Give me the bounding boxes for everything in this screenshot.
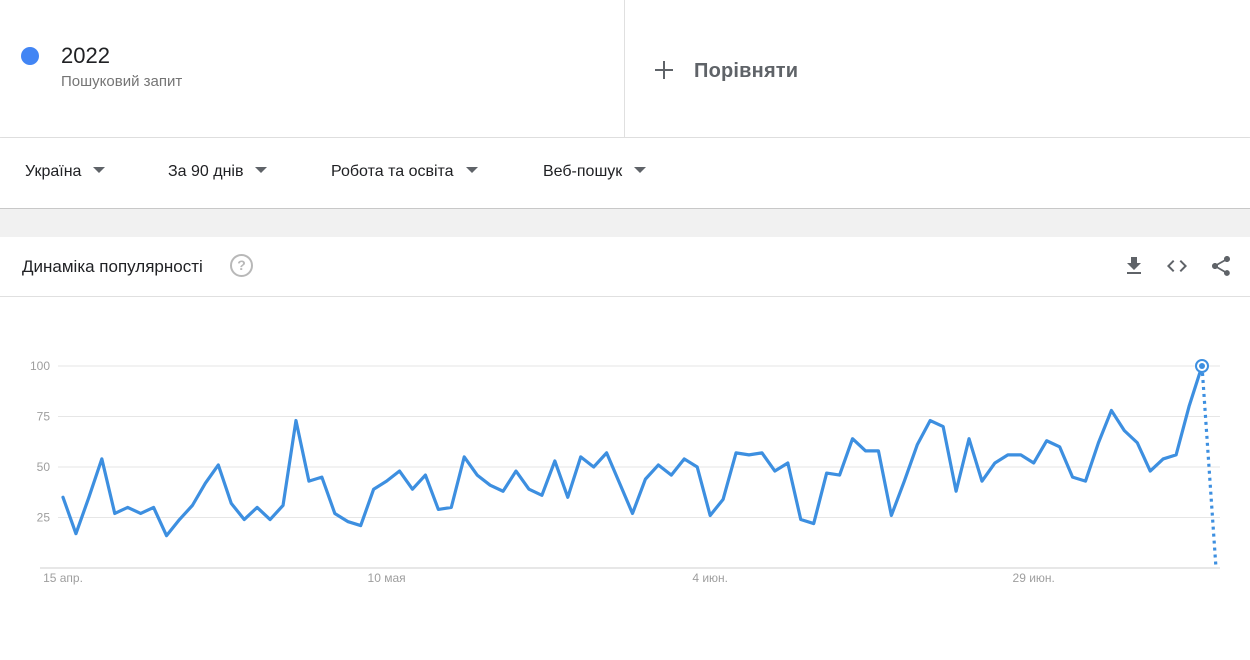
term-color-dot [21,47,39,65]
x-tick-label: 15 апр. [43,571,83,585]
x-tick-label: 29 июн. [1013,571,1055,585]
card-title: Динаміка популярності [22,257,203,276]
category-filter[interactable]: Робота та освіта [331,163,478,181]
x-tick-label: 10 мая [368,571,406,585]
chevron-down-icon [465,166,478,173]
search-type-filter-label: Веб-пошук [543,163,623,180]
search-type-filter[interactable]: Веб-пошук [543,163,647,181]
chevron-down-icon [634,166,647,173]
plus-icon [654,53,674,89]
chevron-down-icon [93,166,106,173]
y-tick-label: 75 [37,410,51,424]
series-line [61,364,1204,538]
embed-code-icon[interactable] [1165,254,1189,278]
term-subtitle: Пошуковий запит [61,73,183,90]
chevron-down-icon [255,166,268,173]
partial-data-line [1200,365,1218,569]
filters-bar: Україна За 90 днів Робота та освіта Веб-… [0,138,1250,209]
search-terms-bar: 2022 Пошуковий запит Порівняти [0,0,1250,138]
card-header: Динаміка популярності ? [0,237,1250,297]
question-circle-icon[interactable]: ? [230,254,253,277]
x-tick-label: 4 июн. [692,571,728,585]
category-filter-label: Робота та освіта [331,163,454,180]
download-icon[interactable] [1122,254,1146,278]
y-tick-label: 50 [37,460,51,474]
period-filter[interactable]: За 90 днів [168,163,268,181]
compare-label: Порівняти [694,60,799,82]
region-filter-label: Україна [25,163,82,180]
search-term-card[interactable]: 2022 Пошуковий запит [0,0,625,137]
interest-over-time-card: Динаміка популярності ? 25 50 75 100 15 апр.… [0,237,1250,660]
trend-chart[interactable]: 25 50 75 100 15 апр. 10 мая 4 июн. 29 июн. [0,296,1250,660]
compare-button[interactable]: Порівняти [626,0,1250,137]
period-filter-label: За 90 днів [168,163,244,180]
peak-marker-dot [1199,363,1205,369]
term-name[interactable]: 2022 [61,43,110,68]
section-divider [0,209,1250,237]
share-icon[interactable] [1209,254,1233,278]
y-tick-label: 25 [37,511,51,525]
y-tick-label: 100 [30,359,50,373]
region-filter[interactable]: Україна [25,163,106,181]
